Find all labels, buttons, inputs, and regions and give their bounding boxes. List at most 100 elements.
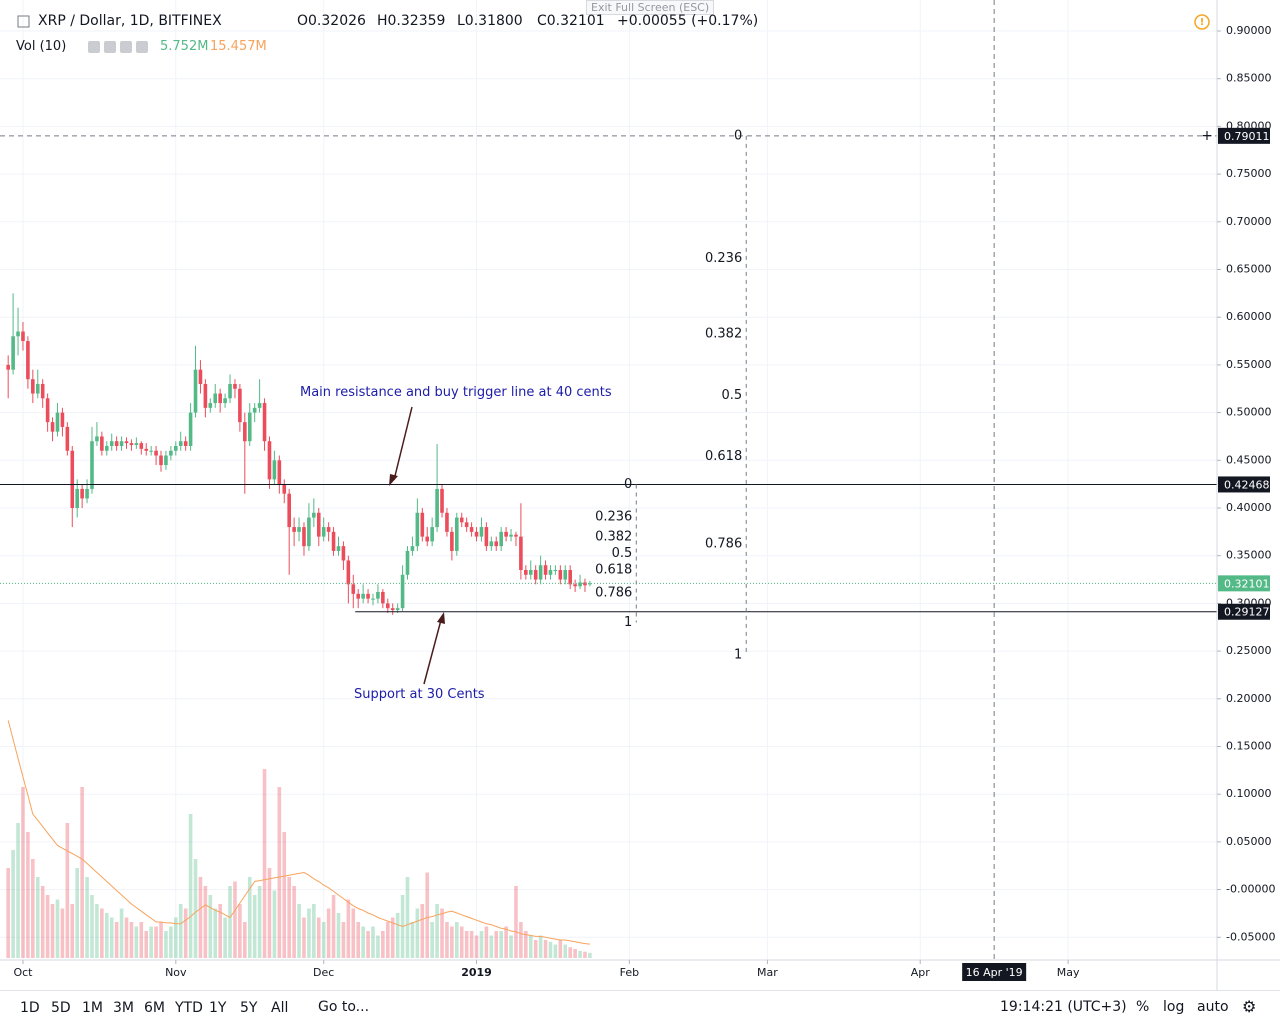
ohlc-open: O0.32026 (297, 13, 366, 29)
x-tick-label: Oct (13, 966, 33, 979)
candle-body (55, 412, 60, 432)
volume-bar (519, 922, 523, 958)
symbol[interactable]: XRP / Dollar, 1D, BITFINEX (38, 13, 222, 29)
y-tick-label: 0.15000 (1226, 739, 1272, 752)
volume-bar (119, 908, 124, 958)
volume-bar (331, 895, 336, 958)
fib-level-label: 0.236 (595, 510, 632, 525)
volume-bar (573, 949, 577, 958)
volume-bar (563, 944, 568, 958)
candle-body (164, 455, 168, 466)
exit-fullscreen[interactable]: Exit Full Screen (ESC) (586, 0, 715, 15)
indicator-icon[interactable] (88, 41, 100, 53)
y-tick-label: 0.90000 (1226, 24, 1272, 37)
range-button[interactable]: 5Y (240, 1000, 258, 1016)
candle-body (390, 608, 395, 611)
alert-icon[interactable] (1194, 14, 1210, 30)
candle-body (104, 445, 109, 451)
x-tick-label: 2019 (461, 966, 492, 979)
candle-body (267, 441, 272, 480)
fib-level-label: 0.618 (705, 449, 742, 464)
volume-bar (356, 922, 361, 958)
candle-body (583, 582, 587, 586)
candle-body (149, 450, 153, 452)
volume-bar (60, 908, 65, 958)
candle-body (524, 570, 528, 575)
fib-level-label: 0.786 (595, 585, 632, 600)
volume-bar (233, 881, 237, 958)
candle-body (356, 593, 361, 599)
volume-bar (282, 832, 287, 958)
price-tag-label: 0.32101 (1224, 577, 1270, 590)
range-button[interactable]: 3M (113, 1000, 134, 1016)
ohlc-high: H0.32359 (377, 13, 446, 29)
range-button[interactable]: 6M (144, 1000, 165, 1016)
candle-body (316, 512, 321, 537)
volume-bar (188, 814, 193, 958)
candle-body (489, 541, 494, 547)
log-toggle[interactable]: log (1163, 999, 1185, 1015)
collapse-icon[interactable] (17, 15, 30, 28)
indicator-icon[interactable] (104, 41, 116, 53)
volume-bar (75, 868, 80, 958)
fib-level-label: 0.5 (612, 546, 633, 561)
volume-bar (149, 926, 153, 958)
volume-bar (336, 913, 341, 958)
volume-bar (361, 926, 365, 958)
range-button[interactable]: 5D (51, 1000, 71, 1016)
candle-body (533, 570, 538, 580)
volume-bar (420, 904, 425, 958)
volume-bar (533, 940, 538, 958)
candle-body (312, 512, 316, 518)
volume-bar (154, 926, 158, 958)
candle-body (494, 541, 499, 547)
ohlc-low: L0.31800 (457, 13, 523, 29)
indicator-icon[interactable] (136, 41, 148, 53)
volume-bar (213, 908, 218, 958)
range-button[interactable]: 1D (20, 1000, 40, 1016)
range-button[interactable]: 1M (82, 1000, 103, 1016)
candle-body (326, 527, 331, 532)
volume-bar (509, 935, 513, 958)
range-button[interactable]: YTD (175, 1000, 203, 1016)
volume-bar (390, 917, 395, 958)
y-tick-label: 0.45000 (1226, 453, 1272, 466)
volume-bar (455, 922, 459, 958)
volume-bar (277, 787, 282, 958)
candle-body (208, 403, 213, 408)
x-tick-label: Feb (620, 966, 639, 979)
auto-toggle[interactable]: auto (1197, 999, 1229, 1015)
bottom-toolbar: 1D 5D 1M 3M 6M YTD 1Y 5Y All (0, 990, 1280, 1025)
volume-bar (341, 922, 346, 958)
volume-bar (326, 908, 331, 958)
y-tick-label: -0.05000 (1226, 930, 1275, 943)
candle-body (90, 441, 94, 489)
volume-bar (95, 904, 99, 958)
crosshair-plus: + (1201, 128, 1213, 144)
indicator-icon[interactable] (120, 41, 132, 53)
volume-bar (208, 895, 213, 958)
volume-bar (514, 886, 518, 958)
candle-body (40, 383, 45, 399)
range-button[interactable]: All (271, 1000, 289, 1016)
fib-level-label: 0.5 (722, 388, 743, 403)
volume-bar (159, 922, 163, 958)
volume-bar (381, 931, 385, 958)
candle-body (504, 531, 508, 537)
clock: 19:14:21 (UTC+3) (1000, 999, 1127, 1015)
range-button[interactable]: 1Y (209, 1000, 227, 1016)
candle-body (100, 436, 104, 451)
volume-bar (351, 908, 356, 958)
volume-bar (129, 922, 134, 958)
goto-button[interactable]: Go to... (318, 999, 370, 1015)
volume-bar (169, 926, 173, 958)
candle-body (351, 584, 356, 594)
percent-toggle[interactable]: % (1136, 999, 1150, 1015)
volume-label[interactable]: Vol (10) (16, 39, 67, 54)
candle-body (243, 422, 247, 442)
candle-body (435, 488, 439, 528)
volume-bar (114, 922, 119, 958)
candle-body (578, 582, 582, 587)
y-tick-label: 0.70000 (1226, 215, 1272, 228)
settings-icon[interactable]: ⚙ (1242, 997, 1257, 1016)
